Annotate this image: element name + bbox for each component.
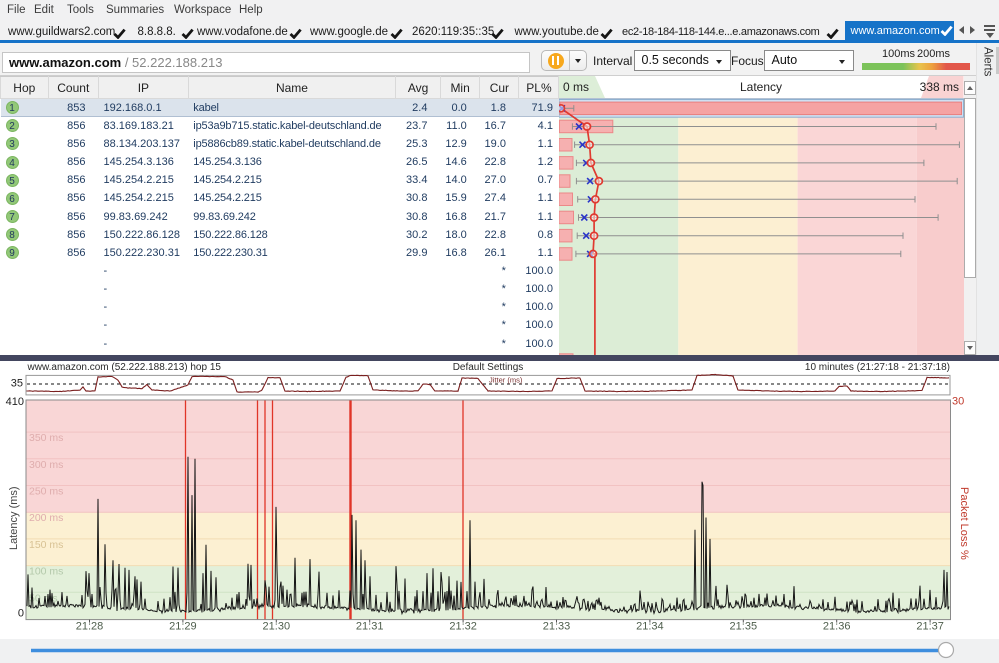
svg-text:35: 35 bbox=[11, 378, 23, 390]
svg-text:21:35: 21:35 bbox=[730, 621, 758, 633]
svg-text:21:30: 21:30 bbox=[263, 621, 291, 633]
svg-text:Default Settings: Default Settings bbox=[453, 362, 524, 373]
svg-text:Packet Loss %: Packet Loss % bbox=[958, 487, 970, 560]
svg-text:0 ms: 0 ms bbox=[563, 80, 589, 94]
svg-text:10 minutes (21:27:18 - 21:37:1: 10 minutes (21:27:18 - 21:37:18) bbox=[805, 362, 950, 373]
svg-text:www.amazon.com (52.222.188.213: www.amazon.com (52.222.188.213) hop 15 bbox=[27, 362, 222, 373]
svg-text:21:31: 21:31 bbox=[356, 621, 384, 633]
svg-text:Latency (ms): Latency (ms) bbox=[8, 486, 20, 550]
svg-text:150 ms: 150 ms bbox=[29, 539, 63, 551]
svg-text:Latency: Latency bbox=[740, 80, 782, 94]
svg-text:338 ms: 338 ms bbox=[920, 80, 959, 94]
svg-text:350 ms: 350 ms bbox=[29, 432, 63, 444]
svg-text:21:37: 21:37 bbox=[916, 621, 944, 633]
svg-text:100 ms: 100 ms bbox=[29, 566, 63, 578]
svg-text:250 ms: 250 ms bbox=[29, 486, 63, 498]
svg-text:50 ms: 50 ms bbox=[29, 592, 58, 604]
svg-text:21:34: 21:34 bbox=[636, 621, 664, 633]
svg-text:200 ms: 200 ms bbox=[29, 512, 63, 524]
svg-text:21:28: 21:28 bbox=[76, 621, 104, 633]
svg-text:21:33: 21:33 bbox=[543, 621, 571, 633]
svg-text:410: 410 bbox=[6, 396, 24, 408]
svg-text:30: 30 bbox=[952, 396, 964, 408]
svg-text:0: 0 bbox=[18, 608, 24, 620]
svg-text:Jitter (ms): Jitter (ms) bbox=[489, 376, 523, 385]
svg-text:21:29: 21:29 bbox=[169, 621, 197, 633]
svg-text:21:36: 21:36 bbox=[823, 621, 851, 633]
svg-text:300 ms: 300 ms bbox=[29, 459, 63, 471]
svg-text:21:32: 21:32 bbox=[449, 621, 477, 633]
